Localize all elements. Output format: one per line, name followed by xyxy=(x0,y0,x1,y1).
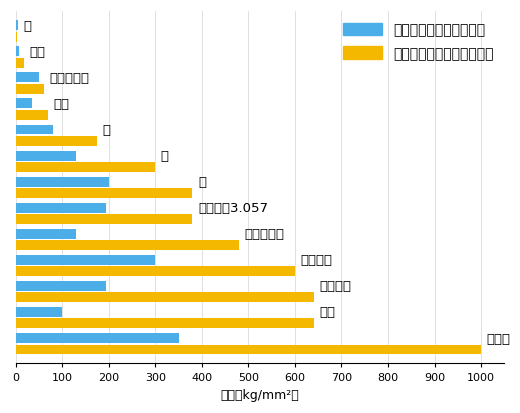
Bar xyxy=(16,47,19,57)
Bar xyxy=(16,333,178,343)
Text: クロム: クロム xyxy=(487,332,511,345)
Bar xyxy=(16,137,97,147)
Bar xyxy=(16,319,314,329)
Bar xyxy=(16,151,76,161)
Bar xyxy=(16,255,155,265)
Text: バラジウム: バラジウム xyxy=(244,228,284,241)
Bar xyxy=(16,215,192,225)
X-axis label: 硬度（kg/mm²）: 硬度（kg/mm²） xyxy=(220,388,300,401)
Text: 鉄: 鉄 xyxy=(198,176,206,189)
Bar xyxy=(16,241,239,251)
Bar xyxy=(16,281,107,291)
Text: 白金: 白金 xyxy=(319,306,335,319)
Text: スズ: スズ xyxy=(29,46,45,59)
Text: カドミウム: カドミウム xyxy=(49,72,89,85)
Text: 銅: 銅 xyxy=(161,150,169,163)
Bar xyxy=(16,163,155,173)
Bar xyxy=(16,73,39,83)
Text: コバルト3.057: コバルト3.057 xyxy=(198,202,268,215)
Bar xyxy=(16,33,18,43)
Bar xyxy=(16,21,18,31)
Bar xyxy=(16,293,314,303)
Bar xyxy=(16,189,192,199)
Bar xyxy=(16,125,53,135)
Bar xyxy=(16,229,76,239)
Text: ロジウム: ロジウム xyxy=(319,280,351,293)
Bar xyxy=(16,111,48,121)
Bar xyxy=(16,267,295,277)
Bar xyxy=(16,203,107,213)
Bar xyxy=(16,99,32,109)
Bar xyxy=(16,345,481,355)
Text: ニッケル: ニッケル xyxy=(301,254,332,267)
Bar xyxy=(16,307,62,317)
Text: 鉛: 鉛 xyxy=(23,20,32,33)
Bar xyxy=(16,59,23,69)
Text: 銀: 銀 xyxy=(102,124,111,137)
Bar xyxy=(16,177,109,187)
Bar xyxy=(16,85,44,95)
Legend: 冶金学的製法による金属, 電気的折出金属（めっき）: 冶金学的製法による金属, 電気的折出金属（めっき） xyxy=(339,19,498,65)
Text: 亜鉛: 亜鉛 xyxy=(54,98,70,111)
